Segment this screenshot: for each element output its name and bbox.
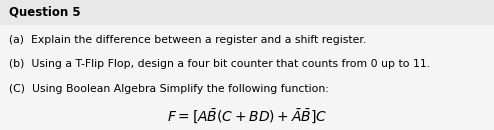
Text: (C)  Using Boolean Algebra Simplify the following function:: (C) Using Boolean Algebra Simplify the f… xyxy=(9,84,329,94)
Text: (b)  Using a T-Flip Flop, design a four bit counter that counts from 0 up to 11.: (b) Using a T-Flip Flop, design a four b… xyxy=(9,59,430,69)
Text: (a)  Explain the difference between a register and a shift register.: (a) Explain the difference between a reg… xyxy=(9,35,366,45)
FancyBboxPatch shape xyxy=(0,0,494,25)
Text: Question 5: Question 5 xyxy=(9,6,81,19)
Text: $F = [A\bar{B}(C + BD) + \bar{A}\bar{B}]C$: $F = [A\bar{B}(C + BD) + \bar{A}\bar{B}]… xyxy=(167,108,327,126)
